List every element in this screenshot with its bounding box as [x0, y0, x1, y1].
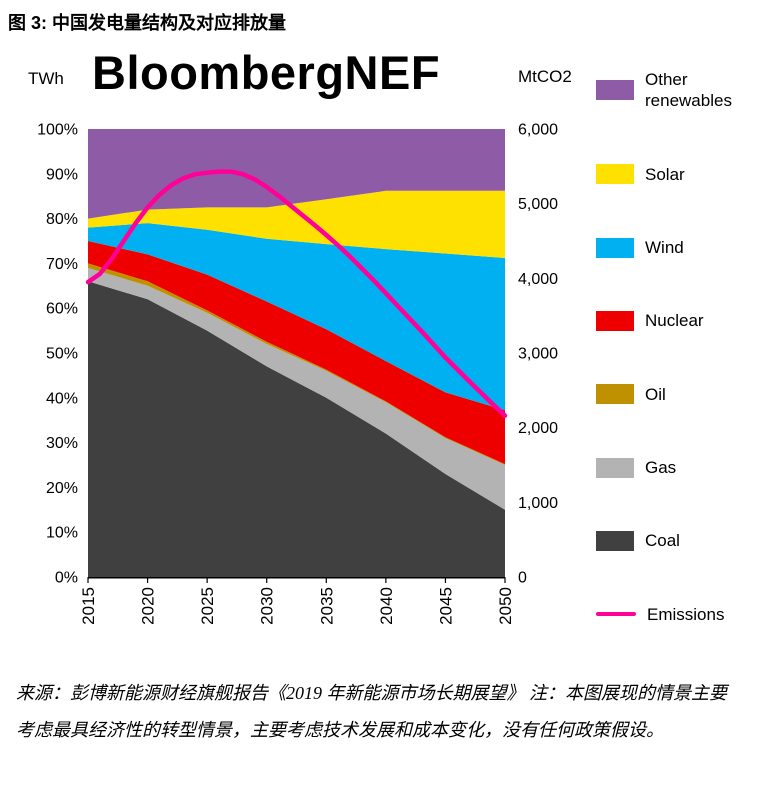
right-axis-unit: MtCO2 [518, 67, 572, 86]
x-axis-tick-label: 2025 [198, 587, 217, 625]
legend-swatch-solar [596, 164, 634, 185]
area-series-wind [88, 223, 505, 411]
y-axis-left-tick-label: 90% [46, 166, 78, 183]
legend-label: Oil [645, 384, 666, 404]
y-axis-left-tick-label: 100% [37, 122, 78, 139]
left-axis-unit: TWh [28, 69, 64, 88]
y-axis-left-tick-label: 0% [55, 570, 78, 587]
legend-item-coal: Coal [596, 530, 760, 551]
legend-swatch-gas [596, 457, 634, 478]
y-axis-right-tick-label: 4,000 [518, 271, 558, 288]
y-axis-right-tick-label: 2,000 [518, 420, 558, 437]
x-axis-tick-label: 2015 [79, 587, 98, 625]
legend-swatch-oil [596, 384, 634, 405]
x-axis-tick-label: 2035 [317, 587, 336, 625]
legend-label: Solar [645, 164, 685, 184]
stacked-area-chart: 100% 90% 80% 70% 60% 50% 40% 30% 20% 10% 0% 6,000 5,… [37, 122, 558, 625]
legend-item-nuclear: Nuclear [596, 310, 760, 331]
legend-swatch-coal [596, 530, 634, 551]
area-series-solar [88, 190, 505, 258]
legend-item-emissions: Emissions [596, 604, 760, 625]
x-axis-tick-label: 2050 [496, 587, 515, 625]
legend-item-solar: Solar [596, 164, 760, 185]
x-axis-tick-label: 2030 [258, 587, 277, 625]
legend-item-other-renewables: Other renewables [596, 69, 760, 112]
legend-label: Emissions [647, 604, 725, 624]
legend-label: Nuclear [645, 311, 704, 331]
y-axis-right-tick-label: 5,000 [518, 196, 558, 213]
legend-label: Gas [645, 457, 677, 477]
legend-item-wind: Wind [596, 237, 760, 258]
x-axis-tick-label: 2045 [436, 587, 455, 625]
y-axis-left-tick-label: 10% [46, 525, 78, 542]
area-series-coal [88, 281, 505, 577]
legend-label: Coal [645, 531, 680, 551]
area-series-other-renewables [88, 129, 505, 219]
y-axis-left-tick-label: 20% [46, 480, 78, 497]
legend-label: Other renewables [645, 70, 732, 111]
y-axis-right-tick-label: 0 [518, 570, 527, 587]
y-axis-left-tick-label: 30% [46, 435, 78, 452]
emissions-line [85, 169, 508, 418]
legend-swatch-other-renewables [596, 80, 634, 101]
y-axis-right-tick-label: 1,000 [518, 495, 558, 512]
legend-item-gas: Gas [596, 457, 760, 478]
legend-label: Wind [645, 237, 684, 257]
watermark-text: BloombergNEF [92, 46, 441, 99]
chart-area: 100% 90% 80% 70% 60% 50% 40% 30% 20% 10% 0% 6,000 5,… [0, 39, 762, 659]
y-axis-left-tick-label: 80% [46, 211, 78, 228]
x-axis-tick-label: 2020 [139, 587, 158, 625]
y-axis-right-tick-label: 6,000 [518, 122, 558, 139]
x-axis-tick-label: 2040 [377, 587, 396, 625]
y-axis-left-tick-label: 60% [46, 301, 78, 318]
legend-swatch-emissions [596, 612, 636, 617]
area-series-gas [88, 267, 505, 510]
y-axis-left-tick-label: 70% [46, 256, 78, 273]
y-axis-left-tick-label: 50% [46, 346, 78, 363]
legend-item-oil: Oil [596, 384, 760, 405]
y-axis-right-tick-label: 3,000 [518, 346, 558, 363]
legend-swatch-wind [596, 237, 634, 258]
legend-swatch-nuclear [596, 310, 634, 331]
legend: Other renewables Solar Wind Nuclear Oil Gas Co… [596, 69, 760, 625]
y-axis-left-tick-label: 40% [46, 390, 78, 407]
source-note: 来源：彭博新能源财经旗舰报告《2019 年新能源市场长期展望》 注：本图展现的情… [16, 683, 727, 740]
figure-title: 图 3: 中国发电量结构及对应排放量 [8, 13, 287, 33]
area-series-nuclear [88, 241, 505, 465]
